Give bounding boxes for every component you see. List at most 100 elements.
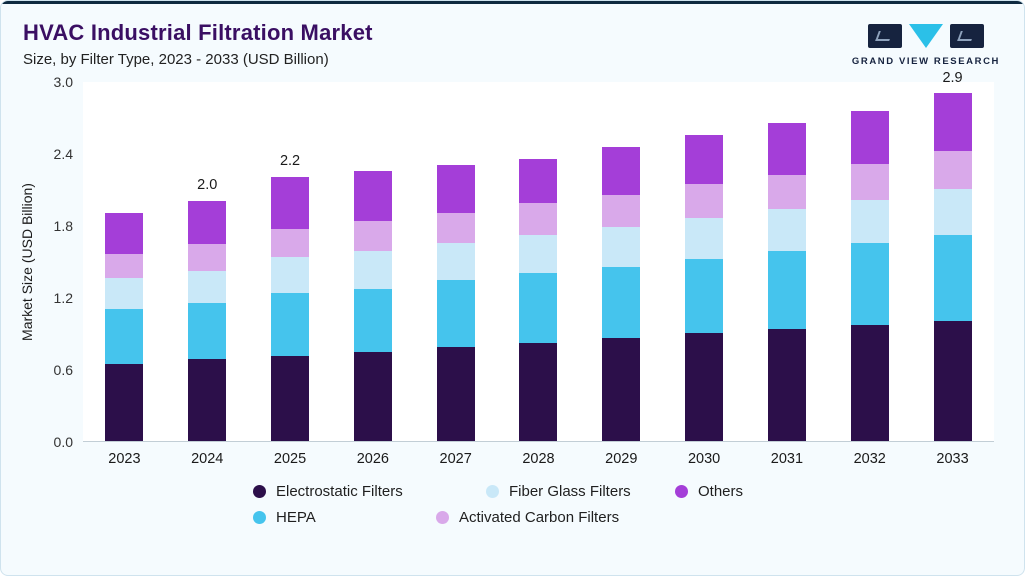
bar-segment-activated-carbon-filters	[767, 174, 806, 210]
bar-segment-hepa	[850, 243, 889, 325]
header-text: HVAC Industrial Filtration Market Size, …	[23, 20, 373, 68]
bar-column-2024: 2.0	[166, 82, 249, 441]
bar-segment-fiber-glass-filters	[188, 270, 227, 304]
bar-segment-hepa	[353, 288, 392, 353]
y-tick-label: 1.2	[53, 290, 73, 306]
bar-segment-hepa	[685, 258, 724, 333]
bar-segment-activated-carbon-filters	[105, 253, 144, 278]
legend-swatch-icon	[675, 485, 688, 498]
bar-segment-activated-carbon-filters	[933, 150, 972, 190]
bar-segment-hepa	[436, 280, 475, 348]
bar-segment-fiber-glass-filters	[602, 227, 641, 268]
legend-item-others: Others	[675, 483, 743, 500]
x-tick-label: 2024	[191, 451, 224, 467]
bar-segment-fiber-glass-filters	[767, 209, 806, 252]
bar-segment-activated-carbon-filters	[271, 228, 310, 258]
bar-segment-fiber-glass-filters	[685, 217, 724, 259]
bar-column-2032	[828, 82, 911, 441]
bar-segment-fiber-glass-filters	[519, 234, 558, 274]
plot-area: 2.0 2.2 2.9	[83, 70, 994, 442]
bar-column-2030	[663, 82, 746, 441]
legend-item-activated-carbon-filters: Activated Carbon Filters	[436, 509, 619, 526]
stacked-bar	[105, 213, 144, 441]
legend-item-fiber-glass-filters: Fiber Glass Filters	[486, 483, 675, 500]
legend-row: Electrostatic Filters Fiber Glass Filters…	[253, 483, 1024, 500]
stacked-bar	[767, 123, 806, 441]
bar-segment-hepa	[271, 293, 310, 356]
bar-column-2031	[746, 82, 829, 441]
legend-label: Fiber Glass Filters	[509, 483, 631, 500]
y-tick-label: 0.0	[53, 434, 73, 450]
bar-segment-electrostatic-filters	[519, 342, 558, 441]
legend-swatch-icon	[253, 511, 266, 524]
page-title: HVAC Industrial Filtration Market	[23, 20, 373, 45]
bar-segment-hepa	[105, 309, 144, 365]
plot-column: 2.0 2.2 2.9 2023 2024 2025 2026 2027 2028 2029 20…	[83, 70, 994, 467]
bar-segment-electrostatic-filters	[933, 321, 972, 441]
bar-segment-hepa	[933, 234, 972, 321]
x-tick-label: 2026	[356, 451, 389, 467]
x-tick-label: 2027	[439, 451, 472, 467]
bar-segment-fiber-glass-filters	[850, 199, 889, 244]
bar-segment-others	[850, 111, 889, 164]
bar-segment-electrostatic-filters	[767, 329, 806, 441]
bar-segment-fiber-glass-filters	[436, 243, 475, 281]
legend-label: Activated Carbon Filters	[459, 509, 620, 526]
legend-swatch-icon	[253, 485, 266, 498]
stacked-bar	[271, 177, 310, 441]
stacked-bar	[685, 135, 724, 441]
bar-column-2023	[83, 82, 166, 441]
logo-marks	[867, 24, 984, 50]
y-axis-ticks: 0.0 0.6 1.2 1.8 2.4 3.0	[39, 74, 83, 450]
bar-segment-activated-carbon-filters	[602, 195, 641, 228]
x-tick-label: 2033	[936, 451, 969, 467]
bar-total-label: 2.0	[197, 177, 218, 194]
bar-segment-others	[519, 159, 558, 204]
bar-segment-activated-carbon-filters	[685, 184, 724, 218]
bar-column-2027	[414, 82, 497, 441]
bar-segment-electrostatic-filters	[353, 352, 392, 441]
header: HVAC Industrial Filtration Market Size, …	[1, 4, 1024, 68]
logo-left-mark-icon	[867, 24, 902, 48]
bar-segment-fiber-glass-filters	[271, 257, 310, 294]
legend-swatch-icon	[486, 485, 499, 498]
bar-segment-electrostatic-filters	[105, 364, 144, 441]
legend-label: Electrostatic Filters	[276, 483, 403, 500]
x-tick-label: 2031	[770, 451, 804, 467]
bar-segment-others	[353, 171, 392, 222]
x-tick-label: 2023	[108, 451, 141, 467]
bar-segment-others	[602, 147, 641, 196]
x-tick-label: 2030	[687, 451, 721, 467]
logo-triangle-icon	[908, 24, 943, 48]
bar-segment-electrostatic-filters	[436, 347, 475, 441]
legend-label: Others	[698, 483, 744, 500]
y-axis-label-col: Market Size (USD Billion)	[15, 82, 39, 467]
stacked-bar	[850, 111, 889, 441]
x-tick-label: 2025	[273, 451, 307, 467]
legend-item-electrostatic-filters: Electrostatic Filters	[253, 483, 486, 500]
logo-right-mark-icon	[949, 24, 984, 48]
stacked-bar	[436, 165, 475, 441]
bar-total-label: 2.9	[942, 70, 963, 87]
bar-segment-others	[188, 201, 227, 245]
top-accent-bar	[1, 1, 1024, 4]
y-tick-label: 1.8	[53, 218, 73, 234]
legend-swatch-icon	[436, 511, 449, 524]
bar-segment-fiber-glass-filters	[353, 251, 392, 289]
bar-segment-activated-carbon-filters	[436, 213, 475, 244]
stacked-bar	[602, 147, 641, 441]
y-tick-label: 2.4	[53, 146, 73, 162]
x-axis-labels: 2023 2024 2025 2026 2027 2028 2029 2030 2031 2032…	[83, 451, 994, 467]
bar-segment-hepa	[188, 303, 227, 360]
bar-column-2029	[580, 82, 663, 441]
bar-segment-activated-carbon-filters	[850, 163, 889, 200]
stacked-bar	[519, 159, 558, 441]
y-axis-title: Market Size (USD Billion)	[19, 183, 35, 341]
legend-label: HEPA	[276, 509, 316, 526]
bar-column-2033: 2.9	[911, 70, 994, 441]
stacked-bar	[933, 93, 972, 441]
y-tick-label: 3.0	[53, 74, 73, 90]
bar-segment-activated-carbon-filters	[353, 221, 392, 252]
legend: Electrostatic Filters Fiber Glass Filters…	[1, 483, 1024, 526]
